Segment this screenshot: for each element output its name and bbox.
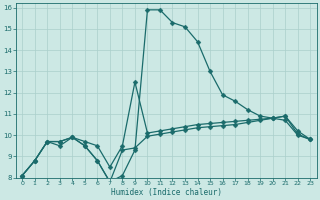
- X-axis label: Humidex (Indice chaleur): Humidex (Indice chaleur): [111, 188, 222, 197]
